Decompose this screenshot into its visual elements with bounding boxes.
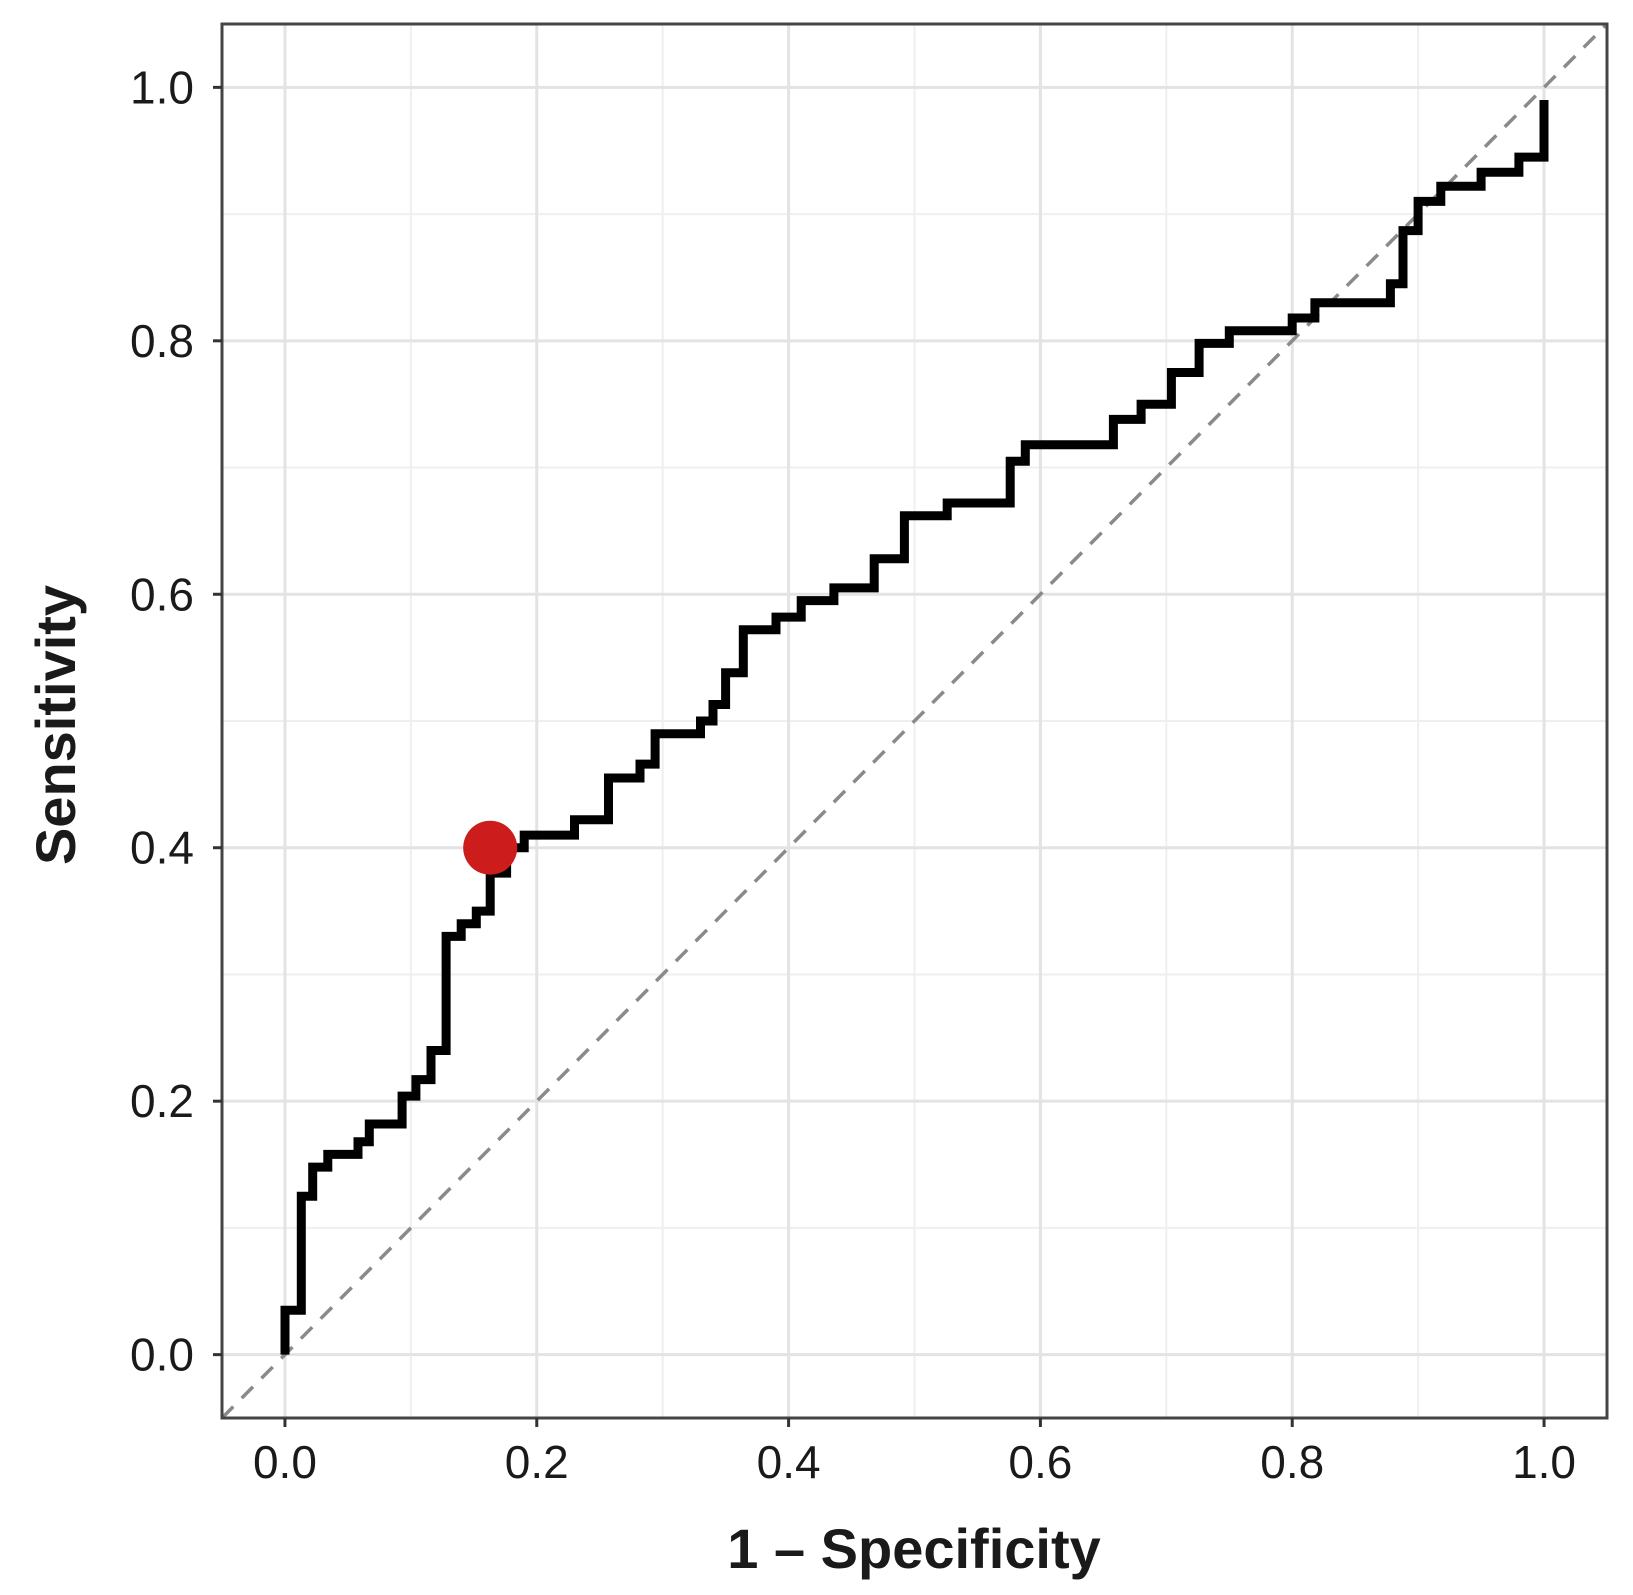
x-tick-label: 0.0 [253,1436,317,1488]
x-tick-label: 0.4 [757,1436,821,1488]
y-tick-label: 1.0 [130,61,194,113]
x-axis-title: 1 – Specificity [727,1517,1101,1580]
optimal-cutoff-point [463,820,518,875]
roc-curve-line [280,100,1549,1355]
x-axis-ticks: 0.0 0.2 0.4 0.6 0.8 1.0 [253,1418,1576,1488]
y-tick-label: 0.2 [130,1075,194,1127]
y-tick-label: 0.6 [130,568,194,620]
plot-area [220,22,1609,1420]
reference-diagonal-line [220,22,1609,1420]
plot-border [220,22,1609,1420]
y-axis-title: Sensitivity [24,585,87,865]
x-tick-label: 0.6 [1008,1436,1072,1488]
x-tick-label: 0.2 [505,1436,569,1488]
y-tick-label: 0.4 [130,822,194,874]
x-tick-label: 0.8 [1260,1436,1324,1488]
y-axis-ticks: 0.0 0.2 0.4 0.6 0.8 1.0 [130,61,222,1381]
y-tick-label: 0.8 [130,315,194,367]
y-tick-label: 0.0 [130,1329,194,1381]
x-tick-label: 1.0 [1512,1436,1576,1488]
